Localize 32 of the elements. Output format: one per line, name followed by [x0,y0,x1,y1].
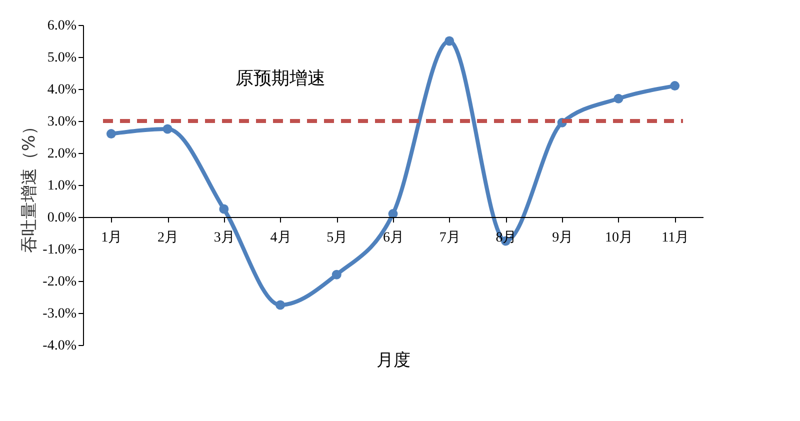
y-tick-label: -3.0% [42,306,77,322]
y-tick-label: 0.0% [47,210,77,226]
point [106,129,116,139]
x-tick-label: 2月 [158,230,179,246]
x-tick-label: 6月 [383,230,404,246]
annotation: 原预期增速 [235,68,326,89]
x-tick-label: 7月 [439,230,460,246]
x-tick-label: 4月 [270,230,292,246]
y-tick-label: 5.0% [47,50,77,66]
y-tick-label: 4.0% [47,82,77,98]
y-tick-label: -1.0% [42,242,77,258]
point [332,270,342,280]
y-tick-label: 3.0% [47,114,77,130]
x-tick-label: 11月 [662,230,690,246]
x-tick-label: 3月 [214,230,235,246]
y-tick-label: 2.0% [47,146,77,162]
y-axis-title: 吞吐量增速（%） [20,118,40,254]
x-tick-label: 5月 [326,230,348,246]
y-tick-label: -4.0% [42,338,77,354]
y-tick-label: 1.0% [47,178,77,194]
point [614,94,624,104]
y-tick-label: -2.0% [42,274,77,290]
x-axis-title: 月度 [376,350,410,370]
point [444,36,454,46]
point [162,124,172,134]
x-tick-label: 1月 [101,230,122,246]
point [276,300,286,310]
point [219,204,229,214]
x-tick-label: 9月 [552,230,574,246]
y-tick-label: 6.0% [47,18,77,34]
point [670,81,680,91]
x-tick-label: 10月 [604,230,633,246]
